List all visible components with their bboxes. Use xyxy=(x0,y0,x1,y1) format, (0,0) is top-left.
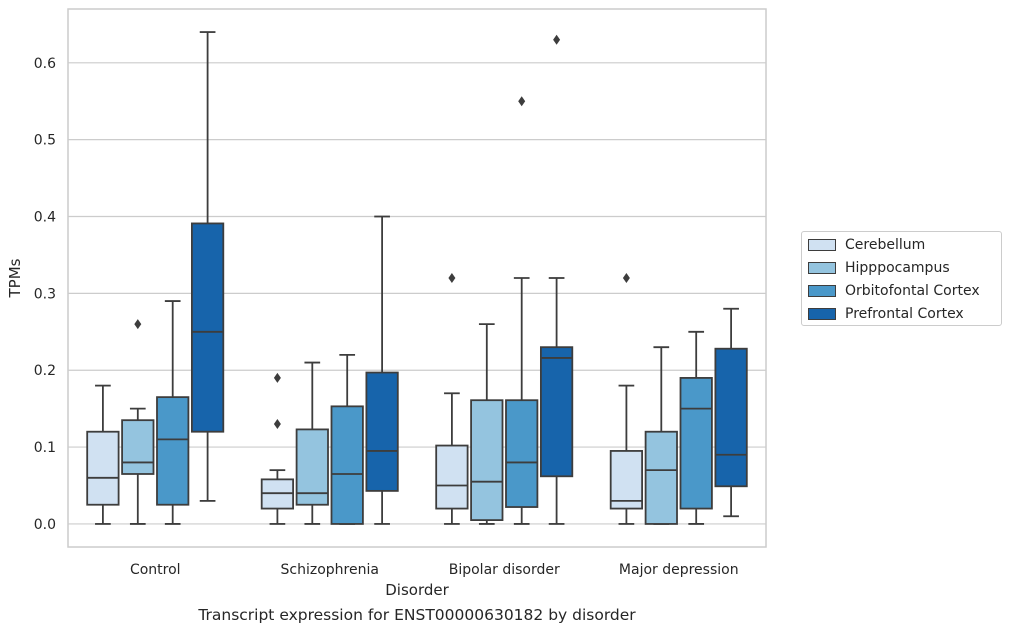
box-iqr xyxy=(505,399,539,508)
legend-swatch xyxy=(808,285,836,297)
legend-label: Prefrontal Cortex xyxy=(845,306,964,322)
box-3-3 xyxy=(714,307,748,518)
legend-item: Orbitofontal Cortex xyxy=(808,281,980,301)
y-tick-label: 0.3 xyxy=(34,286,56,302)
box-1-1 xyxy=(295,361,329,525)
legend-label: Orbitofontal Cortex xyxy=(845,283,980,299)
outlier-point xyxy=(622,273,630,283)
box-iqr xyxy=(644,430,678,525)
box-3-0 xyxy=(609,273,644,525)
outlier-point xyxy=(518,96,526,107)
box-0-3 xyxy=(190,31,225,502)
box-iqr xyxy=(679,377,713,510)
y-tick-label: 0.4 xyxy=(34,210,56,226)
legend: Cerebellum Hipppocampus Orbitofontal Corte… xyxy=(801,231,1002,326)
legend-item: Prefrontal Cortex xyxy=(808,304,964,324)
box-iqr xyxy=(539,346,574,478)
legend-item: Cerebellum xyxy=(808,235,925,255)
y-tick-labels: 0.0 0.1 0.2 0.3 0.4 0.5 0.6 xyxy=(34,56,56,533)
box-0-1 xyxy=(121,319,155,525)
box-iqr xyxy=(470,399,504,521)
box-2-3 xyxy=(539,34,574,525)
legend-swatch xyxy=(808,308,836,320)
box-2-0 xyxy=(435,273,469,525)
outlier-point xyxy=(273,419,281,430)
x-tick-labels: Control Schizophrenia Bipolar disorder Majo… xyxy=(130,562,739,578)
box-iqr xyxy=(714,347,748,488)
box-iqr xyxy=(121,419,155,475)
box-iqr xyxy=(330,405,364,525)
x-axis-title: Disorder xyxy=(385,581,449,599)
x-tick-label: Control xyxy=(130,562,181,578)
box-iqr xyxy=(190,222,225,433)
x-tick-label: Schizophrenia xyxy=(281,562,379,578)
box-1-2 xyxy=(330,353,364,525)
y-tick-label: 0.2 xyxy=(34,363,56,379)
box-1-0 xyxy=(260,372,295,525)
x-tick-label: Bipolar disorder xyxy=(449,562,560,578)
y-tick-label: 0.1 xyxy=(34,440,56,456)
y-tick-label: 0.0 xyxy=(34,517,56,533)
y-axis-title: TPMs xyxy=(6,258,24,298)
y-tick-label: 0.6 xyxy=(34,56,56,72)
legend-item: Hipppocampus xyxy=(808,258,950,278)
plot-frame xyxy=(67,8,767,548)
legend-swatch xyxy=(808,262,836,274)
box-0-2 xyxy=(156,300,190,525)
box-1-3 xyxy=(365,215,399,525)
box-2-2 xyxy=(505,96,539,525)
chart-caption: Transcript expression for ENST0000063018… xyxy=(198,606,636,624)
box-0-0 xyxy=(86,384,120,525)
boxes-layer xyxy=(86,31,748,525)
outlier-point xyxy=(273,372,281,383)
box-3-2 xyxy=(679,330,713,525)
x-tick-label: Major depression xyxy=(619,562,739,578)
outlier-point xyxy=(553,34,561,45)
box-iqr xyxy=(156,396,190,506)
box-3-1 xyxy=(644,346,678,525)
legend-label: Hipppocampus xyxy=(845,260,950,276)
box-iqr xyxy=(295,428,329,506)
box-iqr xyxy=(86,430,120,506)
legend-swatch xyxy=(808,239,836,251)
outlier-point xyxy=(134,319,142,330)
legend-label: Cerebellum xyxy=(845,237,926,253)
outlier-point xyxy=(448,273,456,283)
box-iqr xyxy=(435,444,469,510)
box-iqr xyxy=(365,371,399,492)
box-iqr xyxy=(609,450,644,510)
box-2-1 xyxy=(470,323,504,525)
y-tick-label: 0.5 xyxy=(34,133,56,149)
